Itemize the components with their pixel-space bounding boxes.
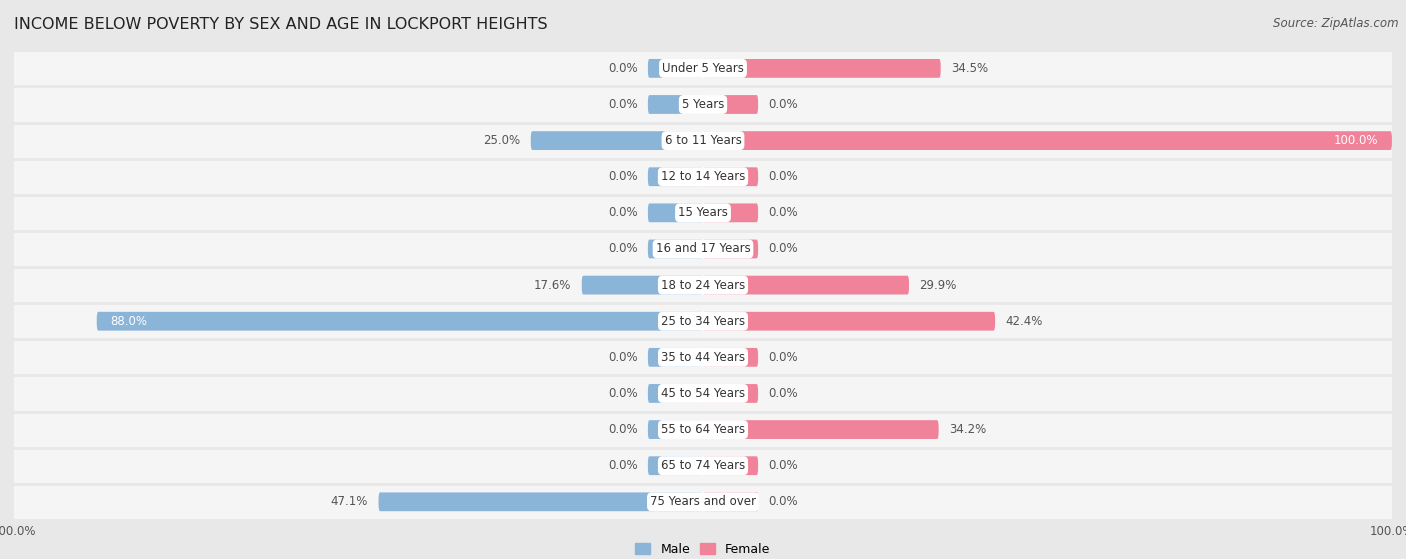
Text: 0.0%: 0.0%	[769, 495, 799, 508]
FancyBboxPatch shape	[0, 231, 1406, 267]
Text: 0.0%: 0.0%	[769, 243, 799, 255]
FancyBboxPatch shape	[531, 131, 703, 150]
FancyBboxPatch shape	[648, 167, 703, 186]
FancyBboxPatch shape	[648, 95, 703, 114]
FancyBboxPatch shape	[703, 420, 939, 439]
Text: 16 and 17 Years: 16 and 17 Years	[655, 243, 751, 255]
FancyBboxPatch shape	[0, 267, 1406, 303]
FancyBboxPatch shape	[97, 312, 703, 330]
Text: 0.0%: 0.0%	[607, 62, 637, 75]
FancyBboxPatch shape	[703, 384, 758, 403]
FancyBboxPatch shape	[0, 339, 1406, 376]
Text: 0.0%: 0.0%	[607, 206, 637, 219]
Text: 100.0%: 100.0%	[1334, 134, 1378, 147]
Text: 88.0%: 88.0%	[111, 315, 148, 328]
FancyBboxPatch shape	[648, 203, 703, 222]
Text: 29.9%: 29.9%	[920, 278, 956, 292]
Text: 0.0%: 0.0%	[769, 170, 799, 183]
Text: 75 Years and over: 75 Years and over	[650, 495, 756, 508]
Text: 55 to 64 Years: 55 to 64 Years	[661, 423, 745, 436]
FancyBboxPatch shape	[648, 420, 703, 439]
FancyBboxPatch shape	[703, 203, 758, 222]
FancyBboxPatch shape	[0, 484, 1406, 520]
Text: 5 Years: 5 Years	[682, 98, 724, 111]
FancyBboxPatch shape	[703, 167, 758, 186]
FancyBboxPatch shape	[0, 159, 1406, 195]
Text: 0.0%: 0.0%	[607, 459, 637, 472]
Text: 0.0%: 0.0%	[607, 351, 637, 364]
Text: 17.6%: 17.6%	[534, 278, 571, 292]
FancyBboxPatch shape	[0, 122, 1406, 159]
Text: 6 to 11 Years: 6 to 11 Years	[665, 134, 741, 147]
Text: Under 5 Years: Under 5 Years	[662, 62, 744, 75]
Text: 47.1%: 47.1%	[330, 495, 368, 508]
Text: 35 to 44 Years: 35 to 44 Years	[661, 351, 745, 364]
FancyBboxPatch shape	[703, 59, 941, 78]
FancyBboxPatch shape	[648, 456, 703, 475]
Text: 45 to 54 Years: 45 to 54 Years	[661, 387, 745, 400]
Text: 15 Years: 15 Years	[678, 206, 728, 219]
FancyBboxPatch shape	[703, 456, 758, 475]
FancyBboxPatch shape	[582, 276, 703, 295]
FancyBboxPatch shape	[0, 87, 1406, 122]
Text: 42.4%: 42.4%	[1005, 315, 1043, 328]
FancyBboxPatch shape	[648, 384, 703, 403]
Text: 25 to 34 Years: 25 to 34 Years	[661, 315, 745, 328]
FancyBboxPatch shape	[648, 240, 703, 258]
Text: 18 to 24 Years: 18 to 24 Years	[661, 278, 745, 292]
Text: 0.0%: 0.0%	[769, 351, 799, 364]
Text: 0.0%: 0.0%	[607, 170, 637, 183]
Text: 0.0%: 0.0%	[607, 98, 637, 111]
FancyBboxPatch shape	[0, 50, 1406, 87]
Text: 0.0%: 0.0%	[769, 387, 799, 400]
FancyBboxPatch shape	[0, 376, 1406, 411]
FancyBboxPatch shape	[703, 312, 995, 330]
FancyBboxPatch shape	[703, 95, 758, 114]
Text: 65 to 74 Years: 65 to 74 Years	[661, 459, 745, 472]
FancyBboxPatch shape	[648, 348, 703, 367]
Text: Source: ZipAtlas.com: Source: ZipAtlas.com	[1274, 17, 1399, 30]
FancyBboxPatch shape	[0, 448, 1406, 484]
FancyBboxPatch shape	[0, 411, 1406, 448]
Text: 0.0%: 0.0%	[769, 459, 799, 472]
FancyBboxPatch shape	[703, 240, 758, 258]
Text: 34.5%: 34.5%	[950, 62, 988, 75]
FancyBboxPatch shape	[703, 276, 910, 295]
Text: 0.0%: 0.0%	[769, 98, 799, 111]
Text: 0.0%: 0.0%	[607, 423, 637, 436]
Legend: Male, Female: Male, Female	[636, 543, 770, 556]
FancyBboxPatch shape	[648, 59, 703, 78]
FancyBboxPatch shape	[0, 195, 1406, 231]
Text: 0.0%: 0.0%	[607, 243, 637, 255]
FancyBboxPatch shape	[703, 348, 758, 367]
Text: 0.0%: 0.0%	[769, 206, 799, 219]
Text: 25.0%: 25.0%	[484, 134, 520, 147]
Text: 12 to 14 Years: 12 to 14 Years	[661, 170, 745, 183]
FancyBboxPatch shape	[703, 492, 758, 511]
FancyBboxPatch shape	[0, 303, 1406, 339]
Text: 34.2%: 34.2%	[949, 423, 986, 436]
Text: 0.0%: 0.0%	[607, 387, 637, 400]
FancyBboxPatch shape	[378, 492, 703, 511]
FancyBboxPatch shape	[703, 131, 1392, 150]
Text: INCOME BELOW POVERTY BY SEX AND AGE IN LOCKPORT HEIGHTS: INCOME BELOW POVERTY BY SEX AND AGE IN L…	[14, 17, 548, 32]
